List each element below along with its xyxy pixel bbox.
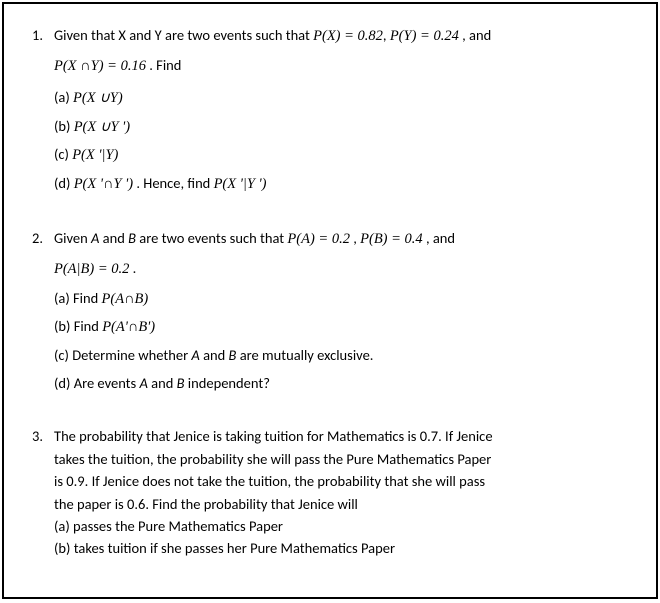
q2-text-b: are two events such that [136,229,287,247]
q2-and1: and [99,229,128,247]
q1-px: P(X) = 0.82 [313,28,383,44]
q3-stem: 3. The probability that Jenice is taking… [32,425,628,560]
q1-part-a: (a) P(X ∪Y) [32,84,628,113]
q1-part-d: (d) P(X '∩Y ') . Hence, find P(X '|Y ') [32,170,628,199]
q2-line2: P(A|B) = 0.2 . [54,257,628,281]
q2-body: Given A and B are two events such that P… [54,227,628,285]
q1-b-math: P(X ∪Y ') [74,119,130,135]
q2-c-tail: are mutually exclusive. [236,346,373,364]
q1-part-b: (b) P(X ∪Y ') [32,113,628,142]
q1-c-math: P(X '|Y) [72,147,118,163]
q1-a-label: (a) [54,88,73,106]
q2-B: B [128,229,136,247]
q1-d-label: (d) [54,174,74,192]
q2-stem: 2. Given A and B are two events such tha… [32,227,628,285]
q1-part-c: (c) P(X '|Y) [32,141,628,170]
q1-text-b: . Find [146,56,181,74]
q1-d-math2: P(X '|Y ') [214,176,267,192]
q2-b-math: P(A'∩B') [102,319,155,335]
q2-c-A: A [191,346,199,364]
q2-a-label: (a) Find [54,289,102,307]
q2-a-math: P(A∩B) [102,291,149,307]
q1-sep2: , and [459,26,491,44]
q3-line4: the paper is 0.6. Find the probability t… [54,493,628,515]
q2-b-label: (b) Find [54,317,102,335]
q1-number: 1. [32,24,54,84]
q3-part-a: (a) passes the Pure Mathematics Paper [54,515,628,537]
q1-d-math: P(X '∩Y ') [74,176,133,192]
q3-line1: The probability that Jenice is taking tu… [54,425,628,447]
q3-body: The probability that Jenice is taking tu… [54,425,628,560]
q1-sep1: , [383,26,390,44]
q3-part-b: (b) takes tuition if she passes her Pure… [54,537,628,559]
q1-stem: 1. Given that X and Y are two events suc… [32,24,628,84]
q2-part-c: (c) Determine whether A and B are mutual… [32,342,628,370]
q2-text-a: Given [54,229,91,247]
q1-pxny: P(X ∩Y) = 0.16 [54,58,146,74]
q3-number: 3. [32,425,54,560]
q3-line3: is 0.9. If Jenice does not take the tuit… [54,470,628,492]
q1-c-label: (c) [54,145,72,163]
q2-d-text: (d) Are events [54,374,140,392]
question-1: 1. Given that X and Y are two events suc… [32,24,628,199]
q1-line2: P(X ∩Y) = 0.16 . Find [54,54,628,78]
q2-part-d: (d) Are events A and B independent? [32,370,628,398]
q2-d-B: B [177,374,185,392]
page-container: 1. Given that X and Y are two events suc… [2,2,658,599]
q2-line1: Given A and B are two events such that P… [54,227,628,251]
q2-c-text: (c) Determine whether [54,346,191,364]
q2-d-tail: independent? [185,374,270,392]
q2-pb: P(B) = 0.4 [360,231,423,247]
q1-b-label: (b) [54,117,74,135]
q2-sep1: , [350,229,360,247]
q1-d-tail: . Hence, find [133,174,214,192]
q2-sep2: , and [423,229,455,247]
q2-pab: P(A|B) = 0.2 [54,261,129,277]
q2-dot: . [129,259,136,277]
q2-number: 2. [32,227,54,285]
q2-c-and: and [200,346,229,364]
q1-text-a: Given that X and Y are two events such t… [54,26,313,44]
q3-line2: takes the tuition, the probability she w… [54,448,628,470]
q1-a-math: P(X ∪Y) [73,90,123,106]
q1-line1: Given that X and Y are two events such t… [54,24,628,48]
question-2: 2. Given A and B are two events such tha… [32,227,628,398]
question-3: 3. The probability that Jenice is taking… [32,425,628,560]
q1-py: P(Y) = 0.24 [390,28,459,44]
q2-part-a: (a) Find P(A∩B) [32,285,628,314]
q2-d-and: and [148,374,177,392]
q2-part-b: (b) Find P(A'∩B') [32,313,628,342]
q1-body: Given that X and Y are two events such t… [54,24,628,84]
q2-d-A: A [140,374,148,392]
q2-pa: P(A) = 0.2 [287,231,350,247]
